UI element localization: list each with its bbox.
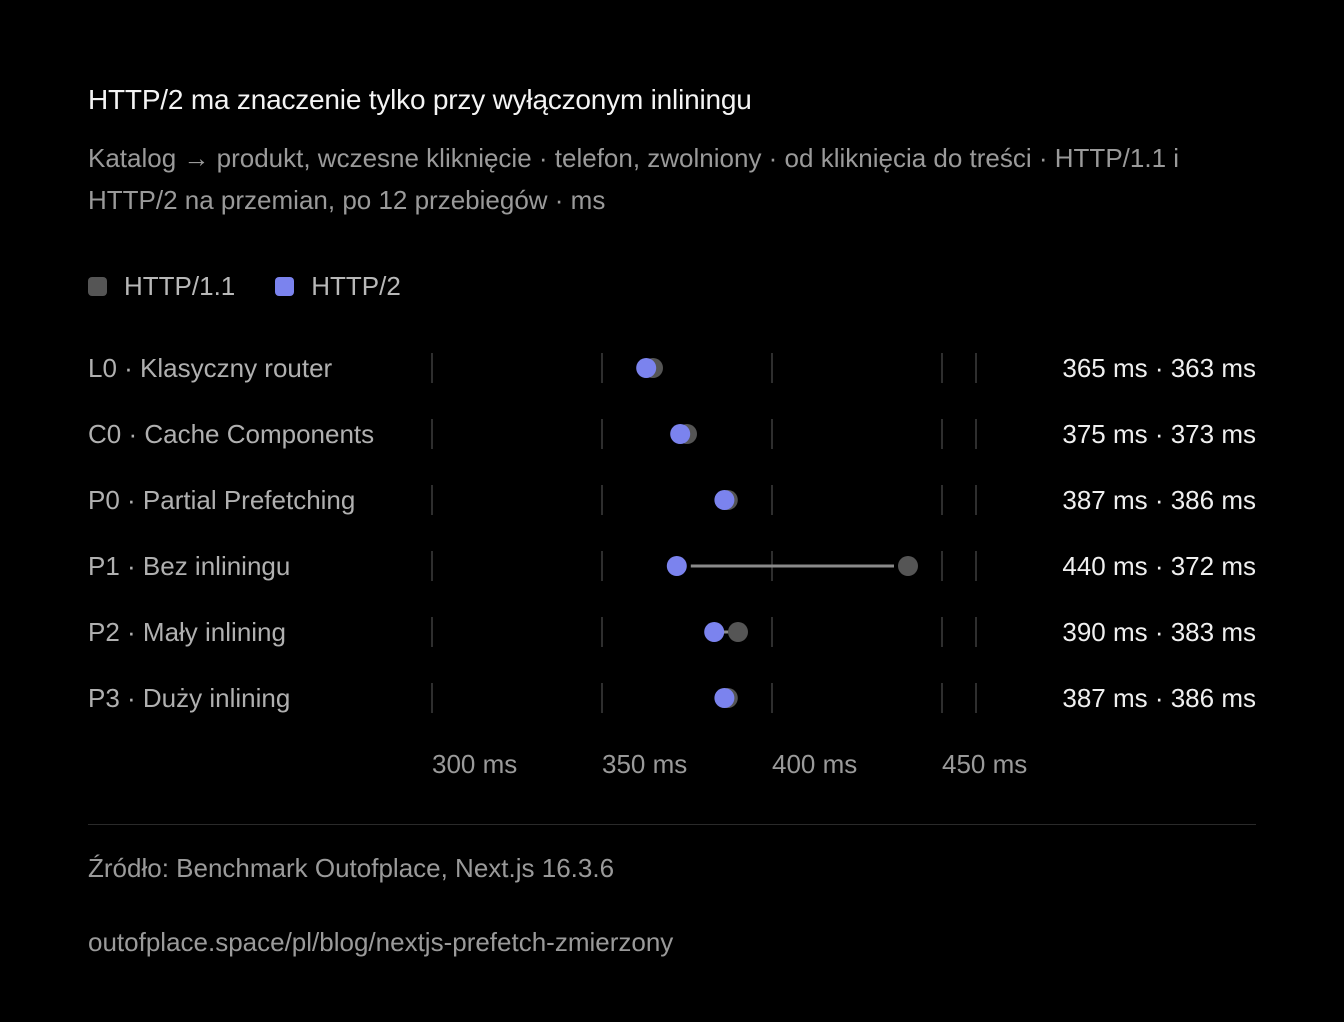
dot-http2 [704,622,725,642]
row-value: 387 ms · 386 ms [1062,485,1256,515]
legend-label-http11: HTTP/1.1 [124,270,236,301]
legend-swatch-http11 [88,276,107,296]
x-tick-label: 300 ms [432,749,517,779]
row-value: 387 ms · 386 ms [1062,683,1256,713]
row-value: 390 ms · 383 ms [1062,617,1256,647]
chart-title: HTTP/2 ma znaczenie tylko przy wyłączony… [88,84,752,115]
row-value: 365 ms · 363 ms [1062,353,1256,383]
row-label: L0 · Klasyczny router [88,353,333,383]
x-tick-label: 350 ms [602,749,687,779]
row-label: C0 · Cache Components [88,419,374,449]
dot-http2 [714,490,735,510]
source-url: outofplace.space/pl/blog/nextjs-prefetch… [88,927,674,957]
row-label: P1 · Bez inliningu [88,551,290,581]
x-tick-label: 450 ms [942,749,1027,779]
row-label: P3 · Duży inlining [88,683,290,713]
dot-http2 [636,358,657,378]
divider [88,824,1256,825]
legend-label-http2: HTTP/2 [311,270,401,301]
dot-http2 [714,688,735,708]
legend-item-http2: HTTP/2 [275,271,401,302]
row-label: P2 · Mały inlining [88,617,286,647]
legend-swatch-http2 [275,276,295,296]
row-value: 440 ms · 372 ms [1062,551,1256,581]
legend: HTTP/1.1 HTTP/2 [88,268,441,304]
legend-item-http11: HTTP/1.1 [88,271,235,302]
dot-http2 [666,556,687,576]
dot-http2 [670,424,691,444]
x-tick-label: 400 ms [772,749,857,779]
dot-http11 [728,622,748,642]
source-note: Źródło: Benchmark Outofplace, Next.js 16… [88,853,615,883]
dot-http11 [898,556,918,576]
row-value: 375 ms · 373 ms [1062,419,1256,449]
chart-subtitle: Katalog → produkt, wczesne kliknięcie · … [88,143,1180,215]
row-label: P0 · Partial Prefetching [88,485,355,515]
